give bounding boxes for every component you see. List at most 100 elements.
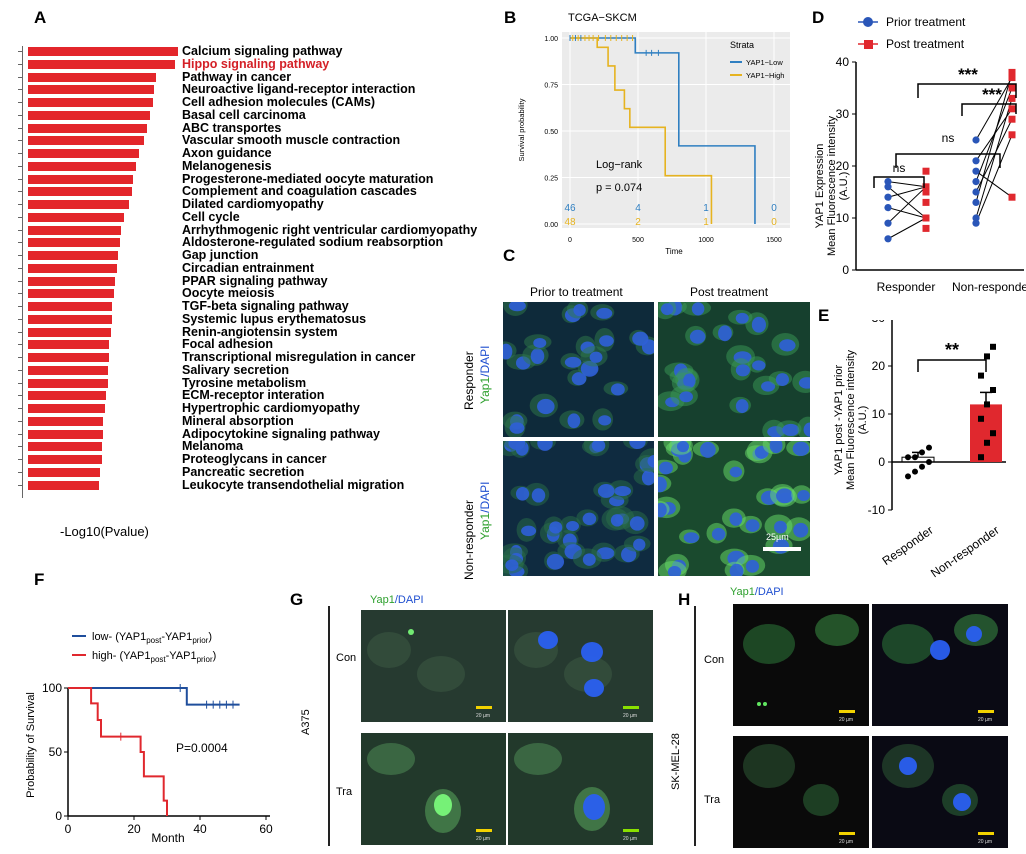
km-risk-high: 0: [771, 217, 777, 228]
nucleus: [503, 343, 513, 360]
nucleus: [583, 794, 605, 820]
pathway-bar: [28, 123, 147, 133]
d-pair-line: [887, 217, 927, 240]
pathway-label: Gap junction: [182, 248, 259, 262]
nucleus: [573, 303, 586, 317]
a-tick: [18, 459, 22, 460]
nucleus: [533, 337, 547, 348]
g-row-con: Con: [336, 652, 357, 664]
pathway-bar: [28, 340, 109, 350]
pathway-label: Proteoglycans in cancer: [182, 452, 327, 466]
a-tick: [18, 153, 22, 154]
pathway-bar: [28, 200, 129, 209]
pathway-bar: [28, 110, 150, 120]
a-tick: [18, 471, 22, 473]
a-tick: [18, 242, 22, 244]
km-p-value: p = 0.074: [596, 182, 642, 194]
nucleus: [711, 527, 726, 541]
f-curve-high: [68, 687, 168, 816]
d-prior-point: [972, 167, 980, 175]
a-tick: [18, 63, 22, 65]
scale-bar: [763, 547, 801, 551]
nucleus: [567, 413, 581, 429]
nucleus: [589, 351, 603, 363]
pathway-bar: [28, 98, 153, 107]
d-prior-point: [884, 235, 892, 243]
a-tick: [18, 191, 22, 193]
e-ytick: 0: [878, 455, 885, 469]
panel-label-f: F: [34, 570, 45, 589]
d-prior-point: [972, 214, 980, 222]
patient-survival-plot: low- (YAP1post-YAP1prior) high- (YAP1pos…: [25, 631, 273, 845]
d-pair-line: [887, 181, 927, 188]
col-label-prior: Prior to treatment: [530, 285, 623, 299]
pathway-bar: [28, 314, 112, 324]
km-xtick: 0: [568, 237, 572, 244]
f-ytick: 0: [55, 809, 62, 823]
a-tick: [18, 178, 22, 180]
sig-nonresponder-paired: ***: [982, 85, 1002, 104]
nucleus: [614, 485, 632, 497]
nucleus: [564, 356, 582, 368]
km-ytick: 0.50: [544, 129, 558, 136]
nucleus: [779, 339, 796, 352]
pathway-label: Melanogenesis: [182, 158, 272, 173]
scale-bar: [623, 706, 639, 709]
pathway-label: Basal cell carcinoma: [182, 107, 306, 122]
a-tick: [18, 229, 22, 231]
nucleus: [729, 466, 743, 478]
nucleus: [798, 377, 810, 389]
nucleus: [584, 679, 604, 697]
svg-text:(A.U.): (A.U.): [838, 172, 850, 201]
scale-bar: [476, 829, 492, 832]
panel-label-b: B: [504, 8, 517, 27]
nucleus: [531, 488, 546, 503]
nucleus: [774, 520, 787, 534]
pathway-bar: [28, 480, 99, 490]
d-post-point: [1008, 84, 1016, 92]
d-ytick: 20: [836, 159, 850, 173]
a-axis: [22, 46, 23, 498]
nucleus: [735, 364, 750, 377]
nucleus: [599, 335, 614, 347]
d-ytick: 30: [836, 107, 850, 121]
nucleus: [546, 553, 565, 570]
a-tick: [18, 446, 22, 448]
e-responder-point: [919, 449, 925, 456]
pathway-bar: [28, 161, 136, 171]
scale-bar: [839, 710, 855, 713]
km-xlabel: Time: [665, 247, 683, 256]
pathway-bar: [28, 59, 175, 69]
d-pair-line: [887, 207, 927, 219]
pathway-bar: [28, 85, 154, 95]
d-pair-line: [887, 186, 927, 224]
e-ytick: 10: [872, 407, 886, 421]
f-curve-low: [68, 687, 240, 706]
pathway-label: ABC transportes: [182, 120, 282, 135]
micrograph-nonresponder-post: 25µm: [658, 441, 810, 576]
nucleus: [930, 640, 950, 660]
e-responder-point: [926, 459, 932, 465]
d-prior-point: [972, 188, 980, 196]
pathway-bar: [28, 404, 105, 413]
nucleus: [775, 373, 789, 386]
nucleus: [745, 519, 760, 532]
pathway-label: Pathway in cancer: [182, 69, 292, 84]
e-responder-point: [912, 454, 918, 461]
km-curve-high: [570, 37, 713, 224]
d-prior-point: [972, 178, 980, 186]
d-pair-line: [975, 108, 1013, 162]
nucleus: [647, 455, 654, 468]
d-prior-point: [972, 198, 980, 206]
a-tick: [18, 357, 22, 358]
scale-bar: [476, 706, 492, 709]
pathway-label: Cell adhesion molecules (CAMs): [182, 95, 376, 109]
panel-label-d: D: [812, 8, 825, 27]
scale-bar-label: 20 µm: [978, 839, 992, 845]
group-responder: Responder: [877, 280, 936, 294]
nucleus: [782, 423, 800, 437]
pathway-label: Axon guidance: [182, 146, 272, 160]
d-post-point: [1008, 105, 1016, 113]
pathway-bar: [28, 187, 132, 197]
nucleus: [899, 757, 917, 775]
